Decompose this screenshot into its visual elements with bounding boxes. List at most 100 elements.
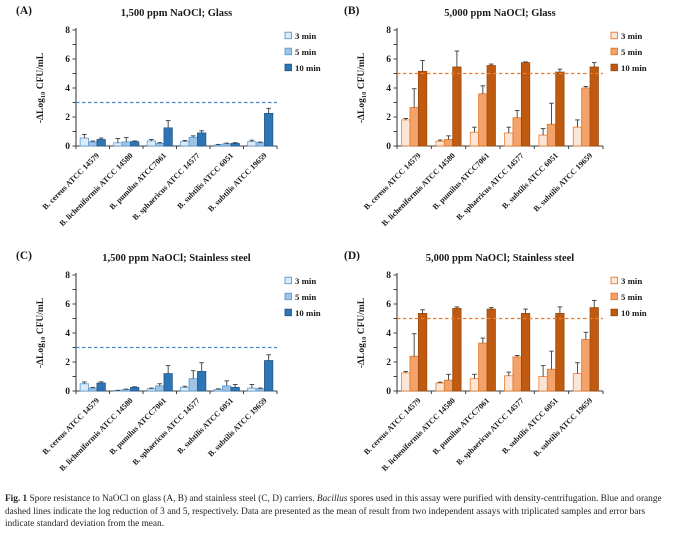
panel-grid: (A) 1,500 ppm NaOCl; Glass 0 2 4 6 8 -ΔLog10 CF…: [16, 5, 647, 473]
y-axis-label: -ΔLog10 CFU/mL: [36, 298, 47, 368]
x-category-label: B. sphaericus ATCC 14577: [455, 396, 526, 467]
x-category-label: B. cereus ATCC 14579: [41, 396, 102, 457]
y-tick-label: 4: [65, 84, 70, 94]
y-tick-label: 0: [386, 142, 391, 152]
x-category-label: B. subtilis ATCC 6051: [175, 151, 235, 211]
bar: [222, 143, 232, 147]
bar: [88, 141, 98, 147]
bar: [264, 112, 274, 147]
bar: [255, 142, 265, 147]
bar: [401, 372, 411, 392]
bar: [417, 70, 428, 147]
bar: [230, 142, 240, 147]
panel-label: (D): [344, 250, 360, 262]
legend-label: 5 min: [621, 47, 642, 57]
bar: [255, 388, 265, 392]
bar: [452, 66, 462, 147]
bar: [130, 141, 140, 147]
bar: [155, 385, 165, 392]
y-tick-label: 2: [386, 113, 391, 123]
x-category-label: B. subtilis ATCC 19659: [532, 151, 595, 214]
bar: [520, 62, 531, 147]
bar: [146, 388, 156, 392]
chart-panel-c: (C) 1,500 ppm NaOCl; Stainless steel 0 2 4 6 8…: [16, 250, 321, 473]
bar: [79, 137, 89, 147]
legend-swatch: [284, 292, 292, 301]
bar: [88, 387, 98, 392]
legend-label: 3 min: [621, 276, 642, 286]
legend-swatch: [610, 63, 618, 72]
chart-title: 5,000 ppm NaOCl; Stainless steel: [426, 253, 575, 264]
bar: [443, 139, 454, 147]
y-tick-label: 8: [65, 26, 70, 36]
x-category-label: B. subtilis ATCC 19659: [206, 396, 269, 459]
legend-swatch: [610, 276, 618, 285]
y-tick-label: 2: [386, 358, 391, 368]
y-tick-label: 0: [386, 387, 391, 397]
legend-label: 5 min: [295, 292, 316, 302]
y-tick-label: 6: [386, 300, 391, 310]
bar: [230, 386, 240, 392]
y-tick-label: 6: [65, 300, 70, 310]
x-category-label: B. subtilis ATCC 19659: [206, 151, 269, 214]
legend-swatch: [284, 308, 292, 317]
legend-label: 10 min: [621, 308, 647, 318]
bar: [512, 356, 522, 392]
bar: [581, 339, 591, 392]
x-category-label: B. sphaericus ATCC 14577: [455, 151, 526, 222]
bar: [213, 144, 223, 147]
bar: [79, 383, 89, 392]
legend-item: 3 min: [284, 276, 316, 286]
bar: [213, 389, 223, 392]
y-tick-label: 0: [65, 142, 70, 152]
bar: [409, 355, 419, 392]
y-tick-label: 6: [386, 55, 391, 65]
y-tick-label: 2: [65, 113, 70, 123]
legend-item: 3 min: [610, 31, 642, 41]
x-category-label: B. pumilus ATCC7061: [108, 396, 168, 456]
bar: [478, 342, 488, 392]
legend-label: 5 min: [295, 47, 316, 57]
bar: [504, 375, 514, 392]
x-category-label: B. subtilis ATCC 6051: [175, 396, 235, 456]
bar: [188, 136, 198, 147]
bar: [555, 71, 565, 147]
legend-item: 5 min: [284, 292, 316, 302]
y-tick-label: 4: [386, 84, 391, 94]
chart-panel-b: (B) 5,000 ppm NaOCl; Glass 0 2 4 6 8 -ΔLog10 CF…: [344, 5, 647, 228]
x-category-label: B. pumilus ATCC7061: [431, 396, 491, 456]
bar: [409, 107, 419, 147]
legend-label: 5 min: [621, 292, 642, 302]
legend-label: 3 min: [295, 276, 316, 286]
bar: [163, 127, 173, 147]
legend-item: 10 min: [284, 308, 321, 318]
y-tick-label: 8: [65, 271, 70, 281]
bar: [512, 117, 522, 147]
legend-label: 10 min: [295, 63, 321, 73]
bar: [572, 126, 583, 147]
legend-swatch: [284, 31, 292, 40]
legend-label: 3 min: [295, 31, 316, 41]
bar: [469, 378, 480, 392]
bar: [572, 373, 583, 392]
legend-swatch: [610, 292, 618, 301]
bar: [197, 371, 207, 392]
legend-swatch: [610, 47, 618, 56]
panel-label: (C): [16, 250, 32, 262]
bar: [188, 378, 198, 392]
x-category-label: B. sphaericus ATCC 14577: [131, 151, 202, 222]
bar: [401, 119, 411, 147]
bar: [247, 387, 257, 392]
caption-genus-italic: Bacillus: [316, 494, 348, 504]
bar: [113, 142, 123, 147]
bar: [435, 382, 445, 392]
legend-swatch: [610, 31, 618, 40]
bar: [546, 123, 557, 147]
y-axis-label: -ΔLog10 CFU/mL: [357, 53, 368, 123]
caption-fig-number: Fig. 1: [5, 494, 28, 504]
bar: [264, 360, 274, 392]
legend-item: 10 min: [610, 308, 647, 318]
legend-swatch: [284, 276, 292, 285]
caption-text-rest: spores used in this assay were purified …: [5, 494, 662, 530]
bar: [163, 373, 173, 392]
